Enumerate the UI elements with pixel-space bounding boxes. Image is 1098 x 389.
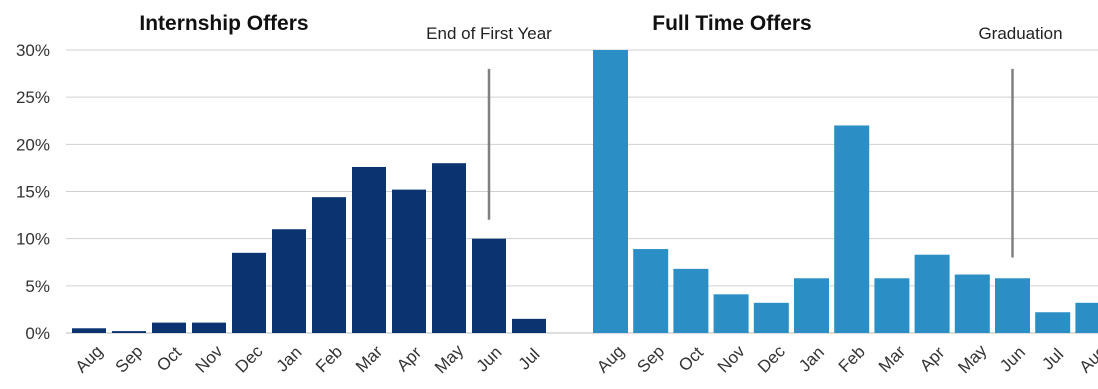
full-time-offers-bar-sep: [633, 249, 669, 333]
internship-offers-bar-apr: [392, 189, 426, 333]
internship-offers-bar-jan: [272, 229, 306, 333]
x-tick-label: May: [954, 341, 990, 377]
x-tick-label: Jul: [1038, 345, 1067, 374]
internship-offers-title: Internship Offers: [139, 12, 308, 35]
x-tick-label: Mar: [352, 342, 386, 376]
full-time-offers-bar-apr: [914, 254, 950, 333]
x-tick-label: Jan: [795, 343, 828, 376]
full-time-offers-bar-jul: [1035, 312, 1071, 333]
x-tick-label: Aug: [72, 342, 107, 377]
x-tick-label: Dec: [754, 341, 789, 376]
internship-offers-bar-may: [432, 163, 466, 333]
y-tick-label: 25%: [16, 88, 50, 107]
x-tick-label: Dec: [232, 341, 267, 376]
full-time-offers-bar-aug: [1075, 302, 1098, 333]
internship-offers-bar-jun: [472, 238, 506, 333]
internship-offers-bar-oct: [152, 322, 186, 333]
internship-offers-bar-mar: [352, 166, 386, 333]
x-tick-label: Nov: [192, 341, 227, 376]
full-time-offers-title: Full Time Offers: [652, 12, 811, 35]
x-tick-label: Apr: [393, 343, 425, 375]
x-tick-label: Aug: [1076, 342, 1098, 377]
x-tick-label: Sep: [112, 342, 147, 377]
x-tick-label: Oct: [675, 343, 707, 375]
x-tick-label: Sep: [633, 342, 668, 377]
x-tick-label: Mar: [875, 342, 909, 376]
x-tick-label: Oct: [153, 343, 185, 375]
full-time-offers-bar-jun: [995, 278, 1030, 333]
full-time-offers-bar-jan: [794, 278, 829, 333]
x-tick-label: Apr: [916, 343, 948, 375]
full-time-offers-bar-may: [954, 274, 990, 333]
x-tick-label: Feb: [312, 342, 346, 376]
x-tick-label: May: [431, 341, 467, 377]
full-time-offers-bar-oct: [673, 268, 709, 333]
y-tick-label: 5%: [25, 277, 50, 296]
internship-offers-bar-aug: [72, 328, 106, 333]
x-tick-label: Jun: [996, 343, 1029, 376]
internship-offers-bar-jul: [512, 318, 546, 333]
x-tick-label: Jun: [473, 343, 506, 376]
full-time-offers-bar-nov: [713, 294, 749, 333]
y-tick-label: 10%: [16, 230, 50, 249]
full-time-offers-bar-feb: [834, 125, 870, 333]
internship-offers-bar-feb: [312, 197, 346, 333]
annotation-label: End of First Year: [426, 24, 552, 43]
y-tick-label: 0%: [25, 324, 50, 343]
x-tick-label: Jul: [515, 345, 544, 374]
y-tick-label: 30%: [16, 41, 50, 60]
x-tick-label: Feb: [835, 342, 869, 376]
annotation-label: Graduation: [978, 24, 1062, 43]
internship-offers-bar-sep: [112, 331, 146, 333]
y-tick-label: 20%: [16, 135, 50, 154]
full-time-offers-bar-aug: [593, 50, 628, 333]
x-tick-label: Nov: [714, 341, 749, 376]
x-tick-label: Jan: [273, 343, 306, 376]
full-time-offers-bar-mar: [874, 278, 910, 333]
x-tick-label: Aug: [593, 342, 628, 377]
full-time-offers-bar-dec: [753, 302, 789, 333]
y-tick-label: 15%: [16, 183, 50, 202]
internship-offers-bar-nov: [192, 322, 226, 333]
internship-offers-bar-dec: [232, 252, 266, 333]
